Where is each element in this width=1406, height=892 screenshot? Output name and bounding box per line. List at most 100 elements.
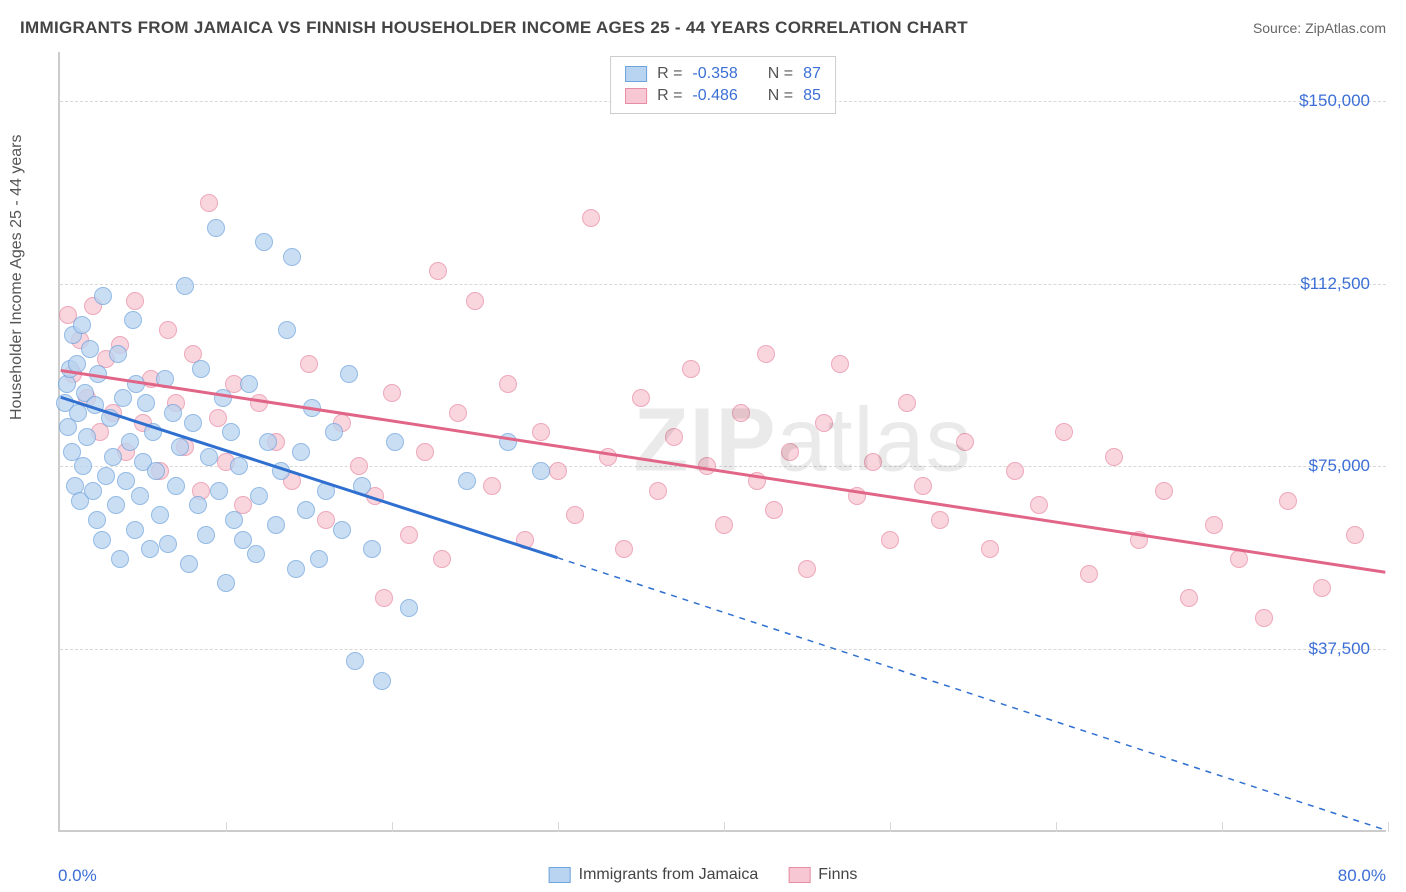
legend-label-finns: Finns xyxy=(818,866,857,884)
scatter-point-finns xyxy=(433,550,451,568)
scatter-point-finns xyxy=(781,443,799,461)
swatch-finns xyxy=(788,867,810,883)
scatter-point-finns xyxy=(914,477,932,495)
legend-row-jamaica: R = -0.358 N = 87 xyxy=(625,63,821,85)
scatter-point-finns xyxy=(798,560,816,578)
scatter-point-jamaica xyxy=(93,531,111,549)
r-value-jamaica: -0.358 xyxy=(692,65,737,83)
scatter-point-finns xyxy=(682,360,700,378)
scatter-point-jamaica xyxy=(151,506,169,524)
scatter-point-jamaica xyxy=(267,516,285,534)
scatter-point-jamaica xyxy=(68,355,86,373)
scatter-point-jamaica xyxy=(197,526,215,544)
y-tick-label: $112,500 xyxy=(1300,274,1370,294)
x-tick xyxy=(1222,822,1223,832)
scatter-point-finns xyxy=(350,457,368,475)
scatter-point-jamaica xyxy=(255,233,273,251)
scatter-point-jamaica xyxy=(141,540,159,558)
scatter-point-finns xyxy=(250,394,268,412)
scatter-point-jamaica xyxy=(189,496,207,514)
scatter-point-finns xyxy=(582,209,600,227)
scatter-point-finns xyxy=(449,404,467,422)
scatter-point-jamaica xyxy=(167,477,185,495)
x-tick xyxy=(1056,822,1057,832)
scatter-point-finns xyxy=(815,414,833,432)
scatter-point-finns xyxy=(765,501,783,519)
scatter-point-finns xyxy=(429,262,447,280)
scatter-point-jamaica xyxy=(458,472,476,490)
scatter-point-jamaica xyxy=(137,394,155,412)
scatter-point-jamaica xyxy=(297,501,315,519)
scatter-point-jamaica xyxy=(111,550,129,568)
scatter-point-finns xyxy=(864,453,882,471)
scatter-point-jamaica xyxy=(88,511,106,529)
scatter-point-finns xyxy=(931,511,949,529)
x-tick xyxy=(558,822,559,832)
scatter-point-jamaica xyxy=(69,404,87,422)
scatter-point-jamaica xyxy=(283,248,301,266)
x-tick xyxy=(724,822,725,832)
gridline-h xyxy=(60,466,1386,467)
scatter-point-finns xyxy=(200,194,218,212)
scatter-point-jamaica xyxy=(373,672,391,690)
scatter-point-jamaica xyxy=(124,311,142,329)
scatter-point-finns xyxy=(632,389,650,407)
scatter-point-jamaica xyxy=(109,345,127,363)
correlation-legend: R = -0.358 N = 87 R = -0.486 N = 85 xyxy=(610,56,836,114)
y-axis-title: Householder Income Ages 25 - 44 years xyxy=(8,135,26,421)
scatter-point-jamaica xyxy=(104,448,122,466)
legend-label-jamaica: Immigrants from Jamaica xyxy=(579,866,759,884)
scatter-point-finns xyxy=(483,477,501,495)
scatter-point-jamaica xyxy=(532,462,550,480)
legend-item-finns: Finns xyxy=(788,866,857,884)
scatter-point-jamaica xyxy=(278,321,296,339)
scatter-point-jamaica xyxy=(147,462,165,480)
scatter-point-jamaica xyxy=(171,438,189,456)
scatter-point-jamaica xyxy=(114,389,132,407)
scatter-point-finns xyxy=(1230,550,1248,568)
scatter-point-finns xyxy=(615,540,633,558)
scatter-point-finns xyxy=(1055,423,1073,441)
scatter-point-jamaica xyxy=(89,365,107,383)
chart-title: IMMIGRANTS FROM JAMAICA VS FINNISH HOUSE… xyxy=(20,18,968,38)
scatter-point-finns xyxy=(1180,589,1198,607)
scatter-point-finns xyxy=(126,292,144,310)
scatter-point-jamaica xyxy=(230,457,248,475)
scatter-point-finns xyxy=(1080,565,1098,583)
swatch-jamaica xyxy=(625,66,647,82)
scatter-point-finns xyxy=(1030,496,1048,514)
gridline-h xyxy=(60,649,1386,650)
scatter-point-jamaica xyxy=(210,482,228,500)
x-min-label: 0.0% xyxy=(58,866,97,886)
scatter-point-jamaica xyxy=(200,448,218,466)
scatter-point-jamaica xyxy=(250,487,268,505)
scatter-point-finns xyxy=(848,487,866,505)
scatter-point-jamaica xyxy=(192,360,210,378)
scatter-point-jamaica xyxy=(225,511,243,529)
scatter-point-jamaica xyxy=(73,316,91,334)
scatter-point-finns xyxy=(516,531,534,549)
scatter-point-jamaica xyxy=(386,433,404,451)
n-value-finns: 85 xyxy=(803,87,821,105)
scatter-point-jamaica xyxy=(217,574,235,592)
gridline-h xyxy=(60,284,1386,285)
r-label: R = xyxy=(657,65,682,83)
x-tick xyxy=(890,822,891,832)
scatter-point-jamaica xyxy=(131,487,149,505)
scatter-point-jamaica xyxy=(259,433,277,451)
source-attribution: Source: ZipAtlas.com xyxy=(1253,20,1386,36)
scatter-point-jamaica xyxy=(234,531,252,549)
swatch-finns xyxy=(625,88,647,104)
scatter-point-finns xyxy=(532,423,550,441)
scatter-point-jamaica xyxy=(214,389,232,407)
n-value-jamaica: 87 xyxy=(803,65,821,83)
scatter-point-finns xyxy=(748,472,766,490)
scatter-point-finns xyxy=(1205,516,1223,534)
scatter-plot-area: R = -0.358 N = 87 R = -0.486 N = 85 ZIPa… xyxy=(58,52,1386,832)
scatter-point-finns xyxy=(300,355,318,373)
scatter-point-finns xyxy=(665,428,683,446)
scatter-point-finns xyxy=(649,482,667,500)
scatter-point-finns xyxy=(698,457,716,475)
title-bar: IMMIGRANTS FROM JAMAICA VS FINNISH HOUSE… xyxy=(20,18,1386,38)
scatter-point-jamaica xyxy=(159,535,177,553)
